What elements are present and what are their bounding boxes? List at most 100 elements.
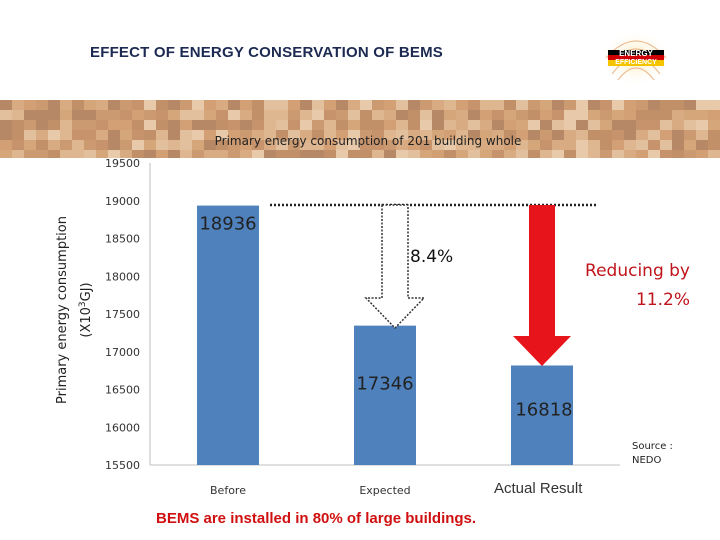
banner-tile <box>264 100 276 110</box>
y-tick-label: 18500 <box>105 233 140 246</box>
banner-tile <box>24 140 36 150</box>
banner-tile <box>696 130 708 140</box>
banner-tile <box>0 150 12 158</box>
banner-tile <box>588 130 600 140</box>
banner-tile <box>648 130 660 140</box>
banner-tile <box>684 150 696 158</box>
actual-reduction-arrow <box>513 205 571 366</box>
banner-tile <box>276 130 288 140</box>
y-axis-label-line2: (X103GJ) <box>78 282 94 337</box>
banner-tile <box>60 140 72 150</box>
banner-tile <box>444 110 456 120</box>
banner-tile <box>492 130 504 140</box>
banner-tile <box>504 100 516 110</box>
banner-tile <box>312 140 324 150</box>
banner-tile <box>672 130 684 140</box>
banner-tile <box>312 100 324 110</box>
banner-tile <box>240 150 252 158</box>
banner-tile <box>660 120 672 130</box>
banner-tile <box>540 150 552 158</box>
banner-tile <box>156 100 168 110</box>
banner-tile <box>576 130 588 140</box>
banner-tile <box>60 100 72 110</box>
banner-tile <box>96 130 108 140</box>
banner-tile <box>192 150 204 158</box>
banner-tile <box>312 110 324 120</box>
banner-tile <box>336 130 348 140</box>
banner-tile <box>12 150 24 158</box>
banner-tile <box>228 100 240 110</box>
y-tick-label: 16500 <box>105 384 140 397</box>
banner-tile <box>252 140 264 150</box>
banner-tile <box>180 110 192 120</box>
banner-tile <box>456 150 468 158</box>
banner-tile <box>240 130 252 140</box>
banner-tile <box>432 130 444 140</box>
banner-tile <box>648 100 660 110</box>
banner-tile <box>84 120 96 130</box>
banner-tile <box>564 100 576 110</box>
banner-tile <box>204 110 216 120</box>
banner-tile <box>528 150 540 158</box>
banner-tile <box>684 140 696 150</box>
banner-tile <box>516 140 528 150</box>
banner-tile <box>216 110 228 120</box>
banner-tile <box>456 120 468 130</box>
banner-tile <box>216 140 228 150</box>
banner-tile <box>144 140 156 150</box>
banner-tile <box>576 120 588 130</box>
banner-tile <box>444 140 456 150</box>
data-label: 18936 <box>199 214 256 235</box>
banner-tile <box>180 140 192 150</box>
banner-tile <box>228 150 240 158</box>
banner-tile <box>564 130 576 140</box>
banner-tile <box>576 140 588 150</box>
banner-tile <box>156 120 168 130</box>
banner-tile <box>660 150 672 158</box>
banner-tile <box>132 120 144 130</box>
banner-tile <box>408 120 420 130</box>
banner-tile <box>516 120 528 130</box>
logo-text-efficiency: EFFICIENCY <box>615 59 657 66</box>
x-tick-label: Expected <box>359 484 410 497</box>
banner-tile <box>96 120 108 130</box>
banner-tile <box>120 120 132 130</box>
chart-title: Primary energy consumption of 201 buildi… <box>215 134 522 148</box>
banner-tile <box>36 110 48 120</box>
banner-tile <box>156 110 168 120</box>
banner-tile <box>252 120 264 130</box>
banner-tile <box>144 150 156 158</box>
banner-tile <box>648 110 660 120</box>
banner-tile <box>144 120 156 130</box>
banner-tile <box>444 100 456 110</box>
annotations: 8.4% Reducing by 11.2% <box>270 203 690 366</box>
banner-tile <box>480 150 492 158</box>
banner-tile <box>264 130 276 140</box>
banner-tile <box>48 100 60 110</box>
banner-tile <box>360 130 372 140</box>
banner-tile <box>468 140 480 150</box>
banner-tile <box>132 100 144 110</box>
banner-tile <box>660 130 672 140</box>
banner-tile <box>684 120 696 130</box>
banner-tile <box>300 120 312 130</box>
banner-tile <box>384 100 396 110</box>
banner-tile <box>432 100 444 110</box>
banner-tile <box>444 130 456 140</box>
banner-tile <box>216 100 228 110</box>
banner-tile <box>108 100 120 110</box>
banner-tile <box>60 150 72 158</box>
banner-tile <box>192 120 204 130</box>
banner-tile <box>300 130 312 140</box>
banner-tile <box>708 120 720 130</box>
banner-tile <box>672 100 684 110</box>
banner-tile <box>708 110 720 120</box>
banner-tile <box>708 140 720 150</box>
banner-tile <box>468 110 480 120</box>
banner-tile <box>528 120 540 130</box>
banner-tile <box>240 110 252 120</box>
decorative-banner <box>0 100 720 158</box>
banner-tile <box>264 140 276 150</box>
banner-tile <box>168 100 180 110</box>
actual-reduction-label-line1: Reducing by <box>585 261 690 281</box>
